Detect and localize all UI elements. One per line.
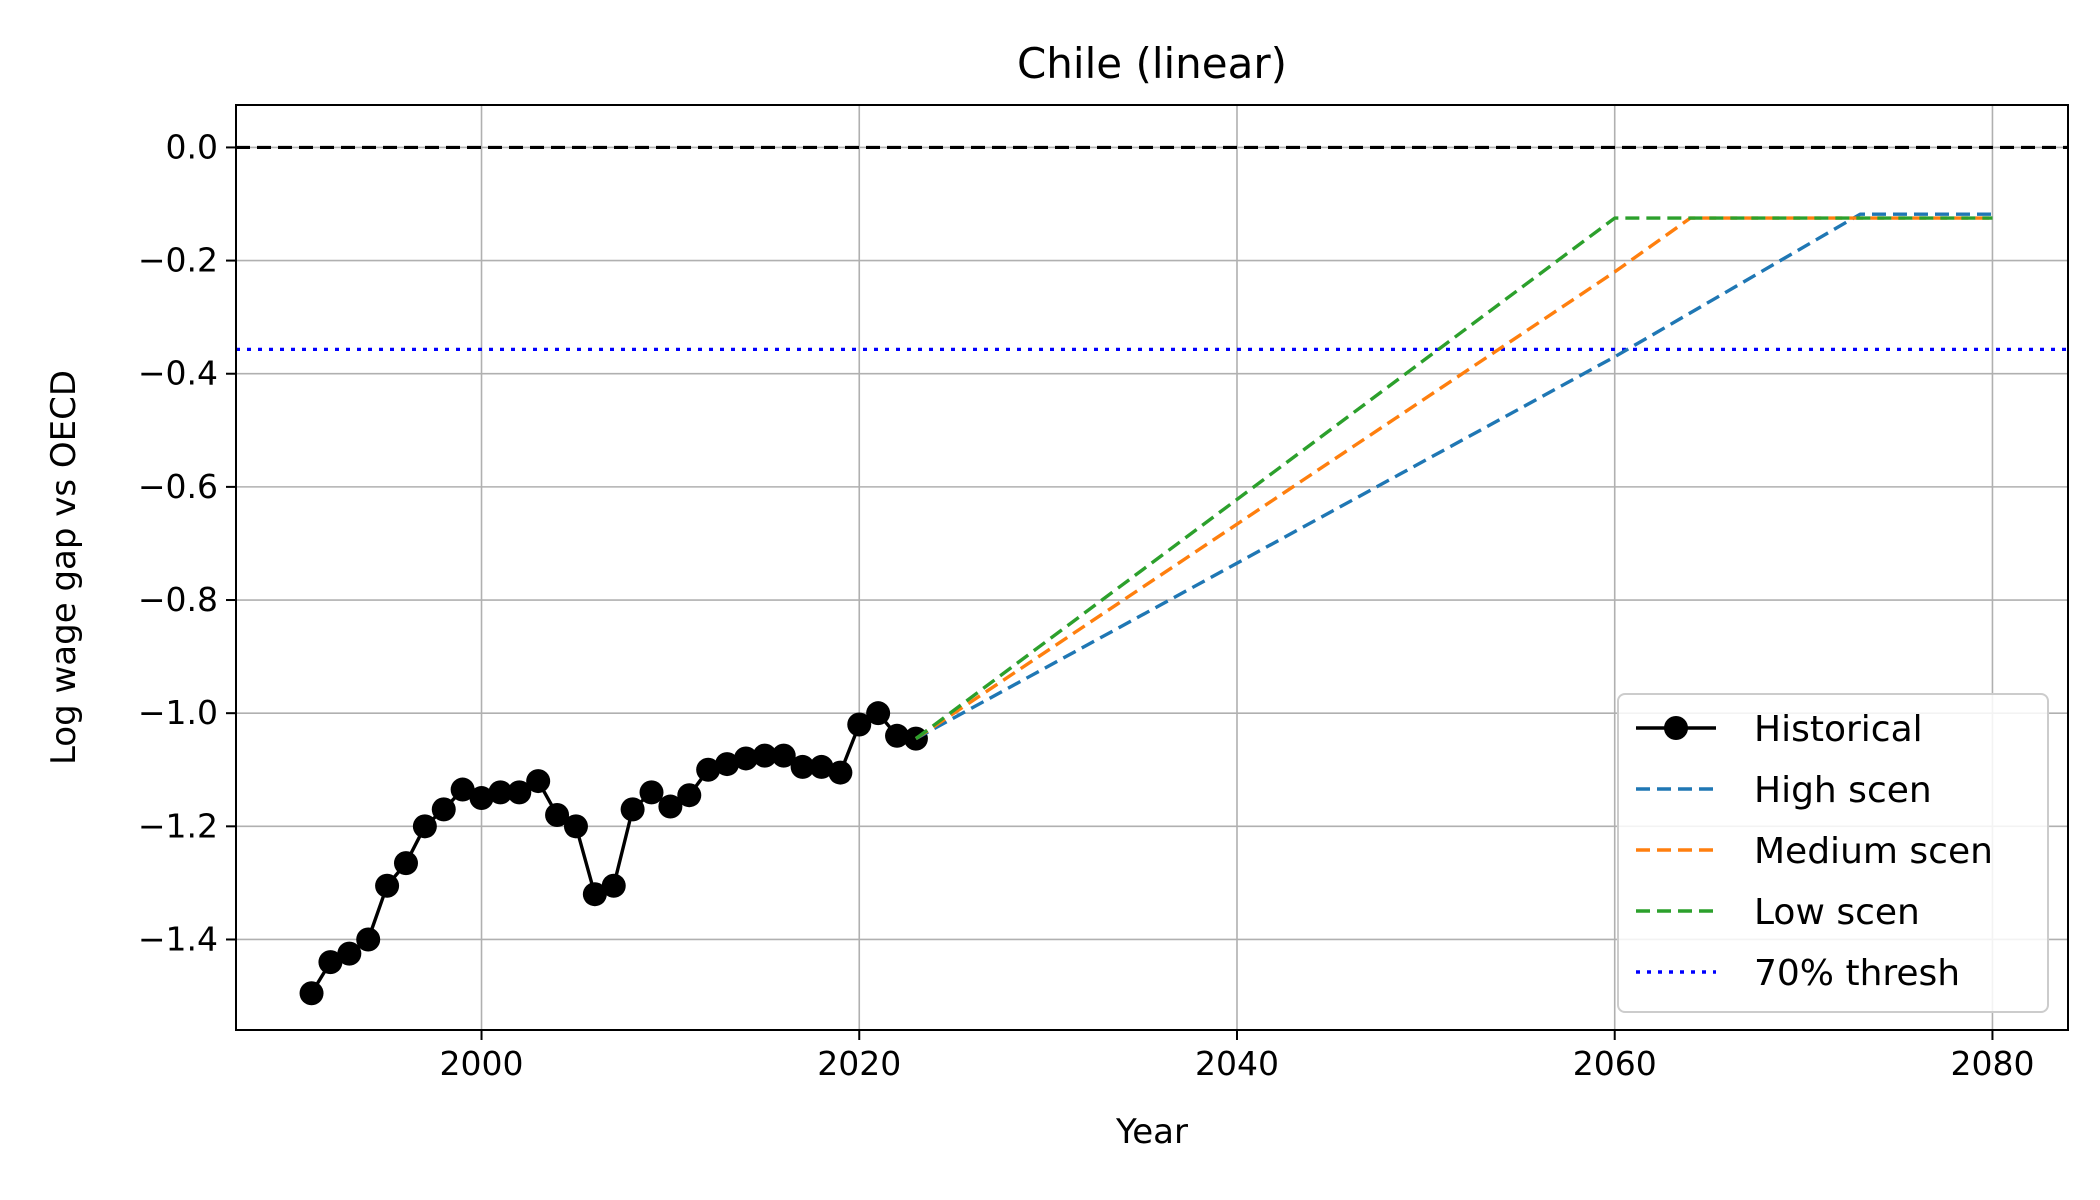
data-point xyxy=(601,873,626,898)
data-point xyxy=(771,743,796,768)
data-point xyxy=(828,760,853,785)
data-point xyxy=(375,873,400,898)
y-tick-label: −1.4 xyxy=(138,919,218,958)
data-point xyxy=(866,701,891,726)
data-point xyxy=(847,712,872,737)
reference-lines xyxy=(236,145,2068,352)
ticks: 2000 2020 2040 2060 2080 0.0 −0.2 −0.4 −0.6 −0.8 −… xyxy=(138,127,2035,1083)
data-point xyxy=(658,794,683,819)
data-point xyxy=(620,797,645,822)
data-point xyxy=(677,783,702,808)
data-point xyxy=(715,752,740,777)
data-point xyxy=(885,723,910,748)
legend-label: Low scen xyxy=(1754,892,1920,933)
legend: Historical High scen Medium scen Low scen 70… xyxy=(1617,693,2049,1013)
x-tick-label: 2000 xyxy=(440,1044,524,1083)
x-tick-label: 2020 xyxy=(817,1044,901,1083)
y-tick-label: 0.0 xyxy=(166,127,218,166)
series xyxy=(299,212,1993,1006)
data-point xyxy=(545,803,570,828)
data-point xyxy=(639,780,664,805)
data-point xyxy=(696,757,721,782)
x-tick-label: 2040 xyxy=(1195,1044,1279,1083)
y-tick-label: −1.2 xyxy=(138,806,218,845)
y-tick-label: −0.6 xyxy=(138,467,218,506)
y-tick-label: −0.2 xyxy=(138,241,218,280)
y-axis-title: Log wage gap vs OECD xyxy=(44,370,84,765)
legend-marker xyxy=(1664,716,1688,740)
legend-label: 70% thresh xyxy=(1754,953,1960,994)
data-point xyxy=(733,746,758,771)
data-point xyxy=(318,950,343,975)
y-tick-label: −1.0 xyxy=(138,693,218,732)
plot-frame xyxy=(235,104,2069,1031)
data-point xyxy=(412,814,437,839)
data-point xyxy=(790,754,815,779)
data-point xyxy=(469,786,494,811)
data-point xyxy=(488,780,513,805)
data-point xyxy=(582,882,607,907)
data-point xyxy=(450,777,475,802)
data-point xyxy=(431,797,456,822)
series-line-low-scen xyxy=(914,216,1993,740)
x-tick-label: 2060 xyxy=(1573,1044,1657,1083)
legend-label: High scen xyxy=(1754,770,1932,811)
data-point xyxy=(809,754,834,779)
series-line-high-scen xyxy=(915,212,1993,741)
x-axis-title: Year xyxy=(1115,1112,1188,1152)
data-point xyxy=(563,814,588,839)
legend-label: Historical xyxy=(1754,709,1923,750)
data-point xyxy=(393,851,418,876)
legend-label: Medium scen xyxy=(1754,831,1993,872)
data-point xyxy=(752,743,777,768)
data-point xyxy=(299,981,324,1006)
data-point xyxy=(356,927,381,952)
chart-title: Chile (linear) xyxy=(1017,39,1287,88)
data-point xyxy=(507,780,532,805)
y-tick-label: −0.4 xyxy=(138,354,218,393)
data-point xyxy=(337,941,362,966)
legend-box xyxy=(1617,693,2049,1013)
y-tick-label: −0.8 xyxy=(138,580,218,619)
x-tick-label: 2080 xyxy=(1950,1044,2034,1083)
data-point xyxy=(526,769,551,794)
